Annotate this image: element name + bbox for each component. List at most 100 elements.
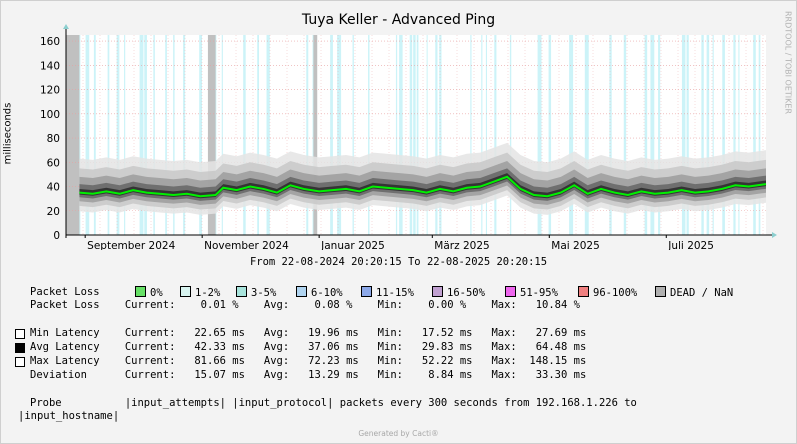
packet-loss-stripe	[352, 35, 354, 235]
y-tick-label: 40	[47, 182, 60, 194]
packet-loss-stripe	[609, 35, 612, 235]
packet-loss-stripe	[681, 35, 686, 235]
packet-loss-stripe	[650, 35, 655, 235]
probe-line: Probe |input_attempts| |input_protocol| …	[30, 397, 637, 409]
packet-loss-stripe	[439, 35, 442, 235]
legend-label: 51-95%	[520, 287, 558, 299]
packet-loss-stripe	[481, 35, 483, 235]
packet-loss-stripe	[644, 35, 648, 235]
avg-latency-stats: Avg Latency Current: 42.33 ms Avg: 37.06…	[30, 341, 587, 353]
packet-loss-stripe	[93, 35, 96, 235]
packet-loss-stripe	[470, 35, 472, 235]
legend-item: DEAD / NaN	[655, 286, 733, 299]
packet-loss-stripe	[107, 35, 110, 235]
packet-loss-stripe	[494, 35, 497, 235]
packet-loss-stripe	[257, 35, 259, 235]
packet-loss-stats: Packet Loss Current: 0.01 % Avg: 0.08 % …	[30, 299, 580, 311]
min-latency-stats: Min Latency Current: 22.65 ms Avg: 19.96…	[30, 327, 587, 339]
packet-loss-stripe	[722, 35, 725, 235]
packet-loss-stripe	[221, 35, 223, 235]
packet-loss-stripe	[124, 35, 126, 235]
packet-loss-stripe	[306, 35, 309, 235]
packet-loss-stripe	[399, 35, 403, 235]
packet-loss-stripe	[395, 35, 398, 235]
packet-loss-stripe	[426, 35, 428, 235]
legend-item: 3-5%	[236, 286, 276, 299]
packet-loss-stripe	[701, 35, 704, 235]
packet-loss-stripe	[266, 35, 270, 235]
packet-loss-stripe	[753, 35, 756, 235]
packet-loss-stripe	[85, 35, 90, 235]
packet-loss-stripe	[658, 35, 661, 235]
packet-loss-stripe	[183, 35, 186, 235]
y-tick-label: 0	[53, 230, 60, 242]
y-tick-label: 80	[47, 133, 60, 145]
legend-label: 11-15%	[376, 287, 414, 299]
x-tick-label: Januar 2025	[320, 240, 385, 250]
dead-period-band	[313, 35, 318, 235]
x-tick-label: Juli 2025	[667, 240, 714, 250]
y-tick-label: 20	[47, 206, 60, 218]
legend-swatch	[655, 286, 666, 297]
x-tick-label: September 2024	[87, 240, 175, 250]
x-tick-label: November 2024	[204, 240, 289, 250]
y-tick-label: 60	[47, 157, 60, 169]
legend-swatch	[135, 286, 146, 297]
legend-item: 0%	[135, 286, 163, 299]
legend-label: 96-100%	[593, 287, 638, 299]
packet-loss-stripe	[485, 35, 487, 235]
packet-loss-legend-label: Packet Loss	[30, 286, 100, 298]
legend-swatch	[236, 286, 247, 297]
avg-latency-line	[79, 175, 767, 198]
legend-item: 16-50%	[432, 286, 485, 299]
chart-title: Tuya Keller - Advanced Ping	[301, 12, 496, 28]
packet-loss-stripe	[368, 35, 370, 235]
x-tick-label: März 2025	[434, 240, 489, 250]
packet-loss-stripe	[337, 35, 342, 235]
legend-item: 11-15%	[361, 286, 414, 299]
legend-swatch	[505, 286, 516, 297]
packet-loss-stripe	[738, 35, 740, 235]
packet-loss-stripe	[548, 35, 552, 235]
packet-loss-stripe	[144, 35, 147, 235]
legend-label: 3-5%	[251, 287, 277, 299]
packet-loss-stripe	[409, 35, 413, 235]
min-latency-swatch	[15, 329, 25, 339]
legend-item: 51-95%	[505, 286, 558, 299]
legend-swatch	[296, 286, 307, 297]
packet-loss-stripe	[153, 35, 155, 235]
x-axis-arrow	[772, 232, 777, 238]
packet-loss-stripe	[569, 35, 574, 235]
packet-loss-stripe	[173, 35, 175, 235]
packet-loss-stripe	[416, 35, 419, 235]
packet-loss-stripe	[706, 35, 710, 235]
footer-credit: Generated by Cacti®	[358, 429, 439, 438]
packet-loss-stripe	[509, 35, 512, 235]
probe-hostname: |input_hostname|	[18, 410, 120, 422]
deviation-stats: Deviation Current: 15.07 ms Avg: 13.29 m…	[30, 369, 587, 381]
packet-loss-stripe	[165, 35, 167, 235]
packet-loss-stripe	[623, 35, 627, 235]
packet-loss-stripe	[733, 35, 736, 235]
legend-label: 6-10%	[311, 287, 343, 299]
legend-swatch	[180, 286, 191, 297]
y-tick-label: 120	[40, 85, 60, 97]
packet-loss-stripe	[758, 35, 761, 235]
packet-loss-stripe	[139, 35, 144, 235]
legend-item: 6-10%	[296, 286, 343, 299]
y-axis-arrow	[63, 24, 69, 29]
y-tick-label: 140	[40, 60, 60, 72]
legend-label: 1-2%	[195, 287, 221, 299]
x-tick-label: Mai 2025	[551, 240, 599, 250]
packet-loss-stripe	[330, 35, 333, 235]
max-latency-swatch	[15, 357, 25, 367]
y-tick-label: 100	[40, 109, 60, 121]
legend-swatch	[432, 286, 443, 297]
packet-loss-stripe	[584, 35, 589, 235]
date-range: From 22-08-2024 20:20:15 To 22-08-2025 2…	[249, 256, 548, 268]
legend-label: DEAD / NaN	[670, 287, 734, 299]
chart-area: 0 20 40 60 80 100 120 140 160 September 2024 Novem…	[40, 24, 777, 250]
packet-loss-stripe	[712, 35, 714, 235]
packet-loss-stripe	[413, 35, 416, 235]
dead-period-band	[66, 35, 80, 235]
